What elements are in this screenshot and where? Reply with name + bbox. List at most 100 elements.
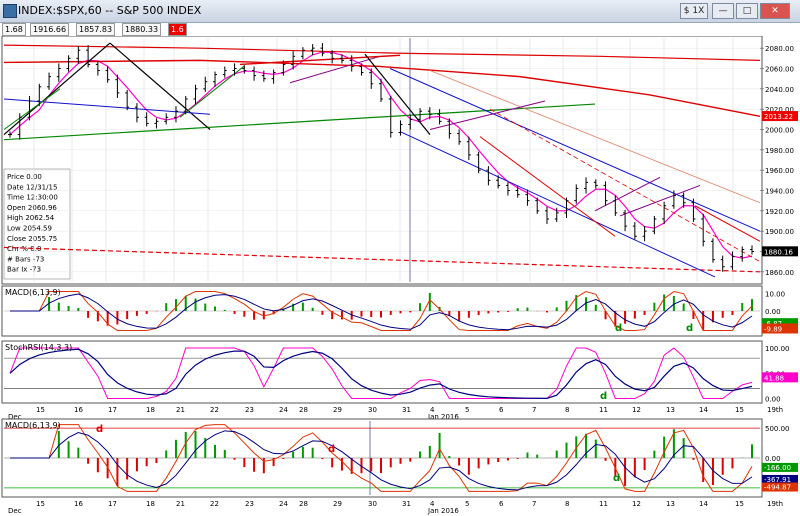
session-label: 16 [74, 406, 83, 414]
time-axis-top: 15 16 17 18 21 22 23 24 28 29 30 31 4 5 6 7 8 11 12 13 14 15 1… [8, 406, 783, 421]
divergence-mark: d [615, 323, 622, 334]
session-label: 5 [465, 500, 469, 508]
stoch-k-line [9, 347, 753, 399]
info-line: Close 2055.75 [7, 235, 57, 243]
stock-chart[interactable]: Price 0.00 Date 12/31/15 Time 12:30:00 Open… [0, 36, 800, 516]
ohlc-strip: 1.68 1916.66 1857.83 1880.33 1.6 [0, 22, 800, 36]
session-label: 15 [36, 406, 45, 414]
price-marker-label: 2013.22 [764, 113, 793, 121]
session-label: 6 [499, 500, 504, 508]
price-tick-label: 1860.00 [765, 269, 794, 277]
session-label: 4 [430, 406, 435, 414]
price-tick-label: 2040.00 [765, 86, 794, 94]
info-line: Time 12:30:00 [6, 194, 58, 202]
session-label: 14 [699, 406, 708, 414]
macd-2-line [10, 424, 753, 492]
divergence-mark: d [686, 323, 693, 334]
month-label: Dec [8, 507, 22, 515]
macd-2-signal [10, 430, 753, 491]
window-title: INDEX:$SPX,60 -- S&P 500 INDEX [18, 4, 202, 17]
price-bars [8, 43, 754, 272]
close-button[interactable]: ✕ [760, 3, 790, 19]
macd-1-title: MACD(6,13,9) [5, 288, 61, 297]
divergence-mark: d [328, 444, 335, 455]
minimize-button[interactable]: — [712, 3, 734, 19]
macd-1-tick-label: 10.00 [765, 290, 785, 298]
month-label: Jan 2016 [427, 507, 459, 515]
price-marker-tag [762, 111, 798, 122]
divergence-mark: d [600, 391, 607, 402]
price-tick-label: 1960.00 [765, 167, 794, 175]
stochrsi-title: StochRSI(14,3,3) [5, 343, 72, 352]
price-tick-label: 1900.00 [765, 228, 794, 236]
session-label: 18 [146, 500, 155, 508]
red-dashed-support [3, 246, 761, 273]
macd-2-marker-tag [762, 482, 798, 492]
info-line: Chr % 0.0 [7, 245, 41, 253]
red-channel-line [694, 205, 761, 242]
info-line: # Bars -73 [7, 255, 44, 263]
ohlc-value: 1.68 [2, 23, 26, 36]
session-label: 7 [532, 406, 536, 414]
price-tick-label: 1980.00 [765, 147, 794, 155]
red-moving-average-mid [3, 59, 761, 117]
session-label: 29 [333, 406, 342, 414]
session-label: 19th [767, 500, 783, 508]
session-label: 15 [735, 500, 744, 508]
green-trendline [3, 103, 596, 141]
session-label: 21 [176, 406, 185, 414]
black-decline-line [364, 53, 431, 135]
maximize-button[interactable]: □ [736, 3, 758, 19]
session-label: 11 [599, 406, 608, 414]
red-top-line [239, 54, 401, 66]
session-label: 4 [430, 500, 435, 508]
session-label: 5 [465, 406, 469, 414]
macd-2-marker-tag [762, 462, 798, 472]
info-line: Date 12/31/15 [7, 183, 57, 191]
macd-2-marker-tag [762, 474, 798, 484]
macd-2-tick-label: 500.00 [765, 425, 790, 433]
session-label: 17 [108, 500, 117, 508]
stoch-marker-label: 41.88 [764, 374, 784, 382]
scale-button[interactable]: $ 1X [680, 3, 708, 19]
macd-2-marker-label: -166.00 [764, 464, 791, 472]
session-label: 16 [74, 500, 83, 508]
session-label: 8 [565, 500, 569, 508]
ohlc-open: 1916.66 [30, 23, 70, 36]
price-tick-label: 2000.00 [765, 127, 794, 135]
ohlc-high: 1857.83 [76, 23, 116, 36]
blue-upper-channel [389, 68, 761, 232]
divergence-mark: d [96, 424, 103, 435]
macd-2-tick-label: 0.00 [765, 455, 781, 463]
orange-channel-line [429, 70, 761, 204]
divergence-mark: d [613, 473, 620, 484]
session-label: 13 [666, 500, 675, 508]
session-label: 28 [299, 500, 308, 508]
month-label: Dec [8, 413, 22, 421]
info-panel-lines: Price 0.00 Date 12/31/15 Time 12:30:00 Open… [6, 173, 58, 274]
info-line: Bar Ix -73 [7, 266, 41, 274]
macd-1-marker-tag [762, 323, 798, 334]
session-label: 24 [279, 500, 288, 508]
session-label: 18 [146, 406, 155, 414]
macd-2-content: 500.000.00-500.00-166.00-367.91-494.87dd… [4, 421, 798, 495]
trend-channels [3, 42, 761, 278]
time-axis-bottom: 15 16 17 18 21 22 23 24 28 29 30 31 4 5 6 7 8 11 12 13 14 15 1… [8, 500, 783, 515]
macd-1-line [10, 290, 753, 331]
red-channel-line [479, 136, 616, 237]
session-label: 28 [299, 406, 308, 414]
session-label: 14 [699, 500, 708, 508]
info-line: Price 0.00 [7, 173, 42, 181]
price-marker-label: 1880.16 [764, 248, 793, 256]
stoch-tick-label: 0.00 [765, 395, 781, 403]
session-label: 6 [499, 406, 504, 414]
session-label: 15 [735, 406, 744, 414]
macd-1-signal [10, 293, 753, 331]
session-label: 31 [402, 500, 411, 508]
session-label: 15 [36, 500, 45, 508]
macd-1-marker-label: -9.89 [764, 325, 782, 333]
session-label: 12 [632, 406, 641, 414]
price-marker-tag [762, 246, 798, 257]
